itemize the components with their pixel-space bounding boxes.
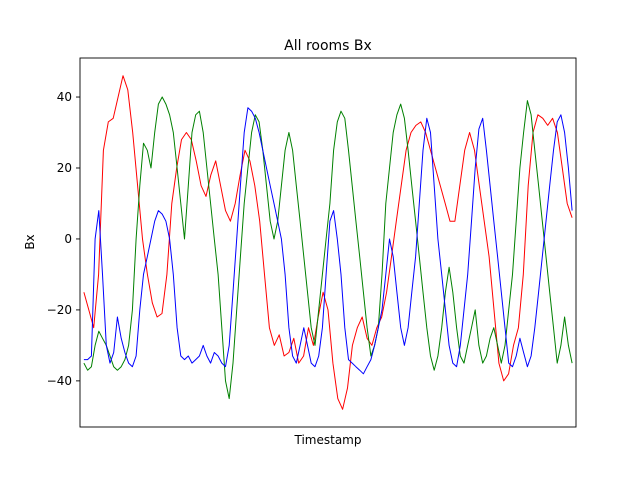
y-tick-label: −20 bbox=[47, 303, 72, 317]
y-tick-label: 40 bbox=[57, 90, 72, 104]
series-line-0 bbox=[83, 75, 573, 410]
series-line-1 bbox=[83, 96, 573, 400]
chart-title: All rooms Bx bbox=[284, 38, 372, 54]
series-layer bbox=[83, 75, 573, 410]
plot-frame bbox=[79, 57, 577, 428]
y-tick-label: −40 bbox=[47, 374, 72, 388]
series-line-2 bbox=[83, 107, 573, 375]
y-tick-label: 20 bbox=[57, 161, 72, 175]
y-axis: 40 20 0 −20 −40 bbox=[47, 90, 80, 388]
y-tick-label: 0 bbox=[64, 232, 72, 246]
y-axis-label: Bx bbox=[23, 234, 37, 249]
x-axis-label: Timestamp bbox=[294, 433, 362, 447]
